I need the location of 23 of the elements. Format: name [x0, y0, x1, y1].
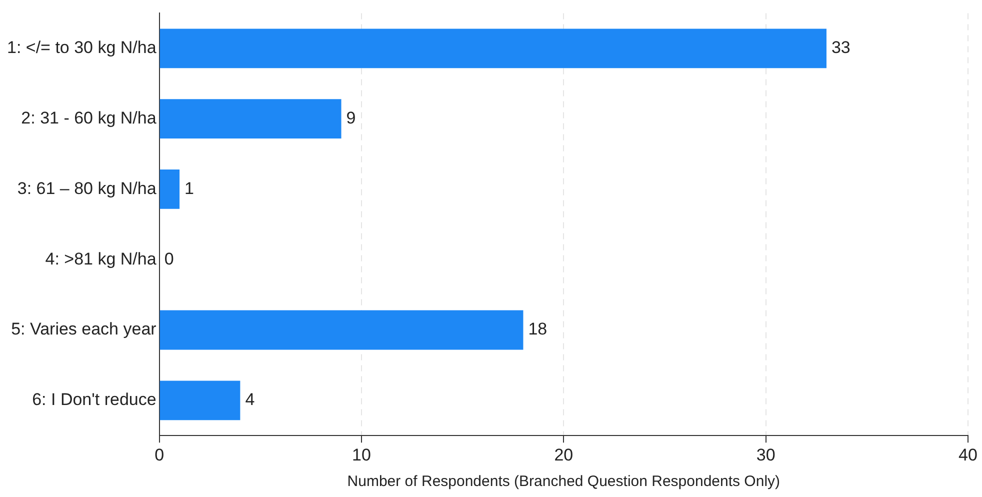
bar: [160, 28, 826, 68]
bar: [160, 169, 180, 209]
y-tick-label: 4: >81 kg N/ha: [45, 249, 157, 268]
x-tick-label: 0: [154, 445, 164, 464]
data-label: 33: [831, 38, 850, 58]
x-tick-label: 40: [958, 445, 978, 464]
data-label: 0: [164, 249, 174, 268]
y-tick-label: 2: 31 - 60 kg N/ha: [21, 108, 157, 128]
data-label: 9: [346, 108, 356, 128]
bar: [160, 99, 342, 139]
y-tick-label: 5: Varies each year: [11, 320, 157, 339]
bar: [160, 380, 240, 420]
data-label: 18: [528, 320, 548, 339]
y-tick-label: 6: I Don't reduce: [32, 390, 156, 410]
data-label: 1: [184, 178, 194, 198]
y-tick-label: 3: 61 – 80 kg N/ha: [17, 178, 157, 198]
x-axis-title: Number of Respondents (Branched Question Respondents Only): [347, 473, 780, 490]
y-tick-label: 1: </= to 30 kg N/ha: [6, 38, 157, 58]
x-tick-label: 20: [554, 445, 574, 464]
data-label: 4: [245, 390, 255, 410]
x-tick-label: 30: [756, 445, 776, 464]
x-tick-label: 10: [352, 445, 371, 464]
bar: [160, 310, 524, 350]
